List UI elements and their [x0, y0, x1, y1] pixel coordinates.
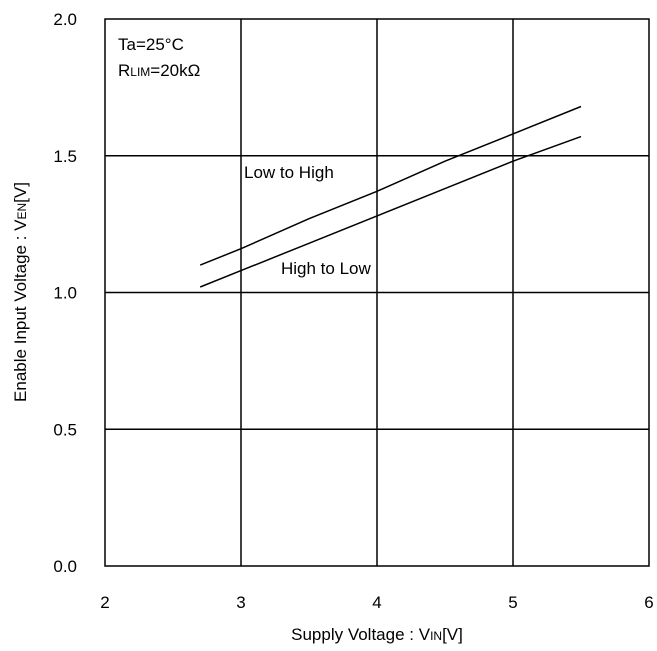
y-tick-label: 1.0	[53, 284, 77, 303]
series-line-high-to-low	[199, 135, 582, 288]
x-tick-label: 2	[100, 593, 109, 612]
x-tick-label: 3	[236, 593, 245, 612]
condition-resistance: RLIM=20kΩ	[118, 61, 200, 80]
y-tick-label: 0.0	[53, 557, 77, 576]
x-axis-title: Supply Voltage : VIN[V]	[291, 625, 463, 644]
y-axis-title: Enable Input Voltage : VEN[V]	[11, 182, 30, 402]
plot-frame	[104, 18, 650, 567]
series-label-high-to-low: High to Low	[281, 259, 371, 278]
series-label-low-to-high: Low to High	[244, 163, 334, 182]
y-tick-label: 1.5	[53, 147, 77, 166]
series-lines	[199, 105, 582, 288]
y-tick-labels: 0.0 0.5 1.0 1.5 2.0	[53, 10, 77, 576]
x-tick-labels: 2 3 4 5 6	[100, 593, 653, 612]
y-tick-label: 2.0	[53, 10, 77, 29]
x-tick-label: 4	[372, 593, 381, 612]
series-line-low-to-high	[199, 105, 582, 266]
x-tick-label: 6	[644, 593, 653, 612]
condition-temperature: Ta=25°C	[118, 35, 184, 54]
x-tick-label: 5	[508, 593, 517, 612]
y-tick-label: 0.5	[53, 420, 77, 439]
grid-lines	[105, 19, 649, 566]
